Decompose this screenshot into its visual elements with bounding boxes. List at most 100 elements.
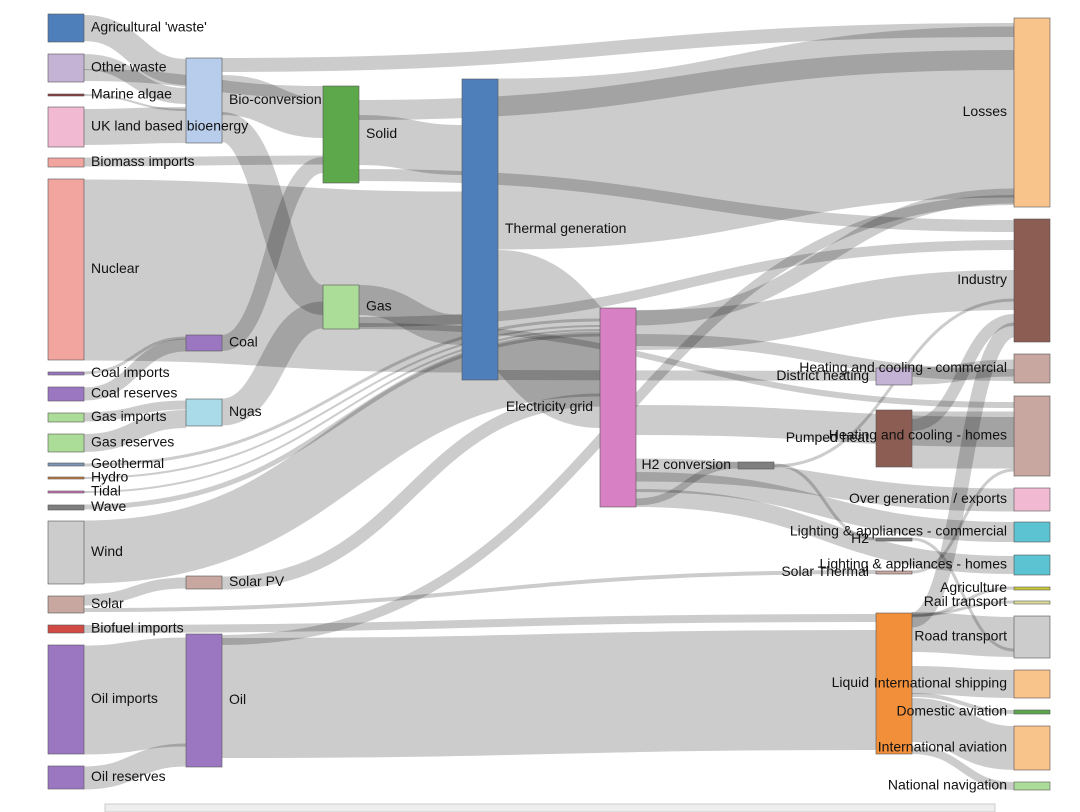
bottom-bar <box>104 803 996 812</box>
link <box>773 463 877 541</box>
links <box>83 15 1016 790</box>
link <box>358 285 463 345</box>
node-label: District heating <box>776 367 869 383</box>
node <box>875 570 913 575</box>
node <box>875 367 913 386</box>
link <box>911 693 1015 714</box>
node-label: Industry <box>957 271 1007 287</box>
node <box>1013 669 1051 699</box>
node-label: Gas reserves <box>91 434 174 450</box>
node <box>47 520 85 585</box>
node <box>47 624 85 634</box>
node-label: Domestic aviation <box>897 703 1008 719</box>
link <box>83 325 601 479</box>
node <box>185 575 223 590</box>
link <box>83 94 187 111</box>
node-label: Gas imports <box>91 408 166 424</box>
node <box>875 537 913 542</box>
node-label: Bio-conversion <box>229 91 322 107</box>
nodes <box>47 13 1051 791</box>
node <box>1013 725 1051 771</box>
link <box>911 468 1015 574</box>
link <box>221 23 1015 72</box>
node-label: Coal <box>229 334 258 350</box>
node-label: Lighting & appliances - commercial <box>790 523 1007 539</box>
link <box>83 318 601 467</box>
node <box>1013 600 1051 605</box>
link <box>221 75 324 138</box>
node <box>599 307 637 508</box>
node <box>47 53 85 83</box>
link <box>911 537 1015 652</box>
link <box>221 393 601 590</box>
node-label: Biofuel imports <box>91 620 184 636</box>
node <box>1013 218 1051 343</box>
node <box>1013 554 1051 576</box>
link <box>635 458 1015 512</box>
node-label: Coal reserves <box>91 385 177 401</box>
link <box>490 250 608 428</box>
link <box>83 637 187 755</box>
node <box>47 644 85 755</box>
link <box>911 612 1015 657</box>
link <box>83 333 601 584</box>
node <box>47 178 85 361</box>
node <box>47 433 85 453</box>
node-label: Over generation / exports <box>849 490 1007 506</box>
node <box>185 633 223 768</box>
node <box>47 595 85 614</box>
node-label: Marine algae <box>91 86 172 102</box>
node-label: Lighting & appliances - homes <box>819 556 1007 572</box>
node-label: Nuclear <box>91 260 140 276</box>
link <box>219 112 326 315</box>
node-label: Rail transport <box>924 593 1007 609</box>
link <box>911 600 1015 617</box>
node <box>47 490 85 494</box>
node <box>1013 487 1051 512</box>
node-label: Solar <box>91 595 124 611</box>
link <box>83 338 187 401</box>
link <box>911 586 1015 618</box>
node <box>1013 521 1051 543</box>
link <box>911 314 1015 431</box>
link <box>83 743 187 790</box>
labels: Agricultural 'waste' Other waste Marine al… <box>91 19 1007 793</box>
node-label: Heating and cooling - commercial <box>799 359 1007 375</box>
link <box>358 115 463 175</box>
node <box>1013 709 1051 715</box>
node-label: Liquid <box>832 674 869 690</box>
link <box>83 410 187 452</box>
link <box>911 359 1015 385</box>
node <box>875 612 913 755</box>
node-label: International aviation <box>878 739 1007 755</box>
node <box>47 412 85 423</box>
node <box>1013 615 1051 659</box>
link <box>83 179 463 373</box>
link <box>911 698 1015 770</box>
node <box>47 765 85 790</box>
node <box>47 93 85 97</box>
link <box>635 334 1015 381</box>
link <box>497 26 1015 250</box>
node <box>461 78 499 381</box>
node <box>47 157 85 168</box>
link <box>83 400 187 422</box>
link <box>911 666 1015 698</box>
link <box>497 370 877 381</box>
link <box>83 577 187 606</box>
link <box>910 322 1016 628</box>
node <box>1013 395 1051 477</box>
node-label: H2 <box>851 530 869 546</box>
node <box>47 476 85 480</box>
node-label: Solar PV <box>229 573 285 589</box>
node-label: Solid <box>366 125 397 141</box>
node-label: H2 conversion <box>642 456 732 472</box>
link <box>83 107 187 145</box>
node-label: Oil <box>229 691 246 707</box>
link <box>635 405 1015 447</box>
node-label: Agriculture <box>940 579 1007 595</box>
link <box>635 270 1015 350</box>
link <box>220 301 325 426</box>
node <box>47 106 85 148</box>
link <box>83 336 187 375</box>
